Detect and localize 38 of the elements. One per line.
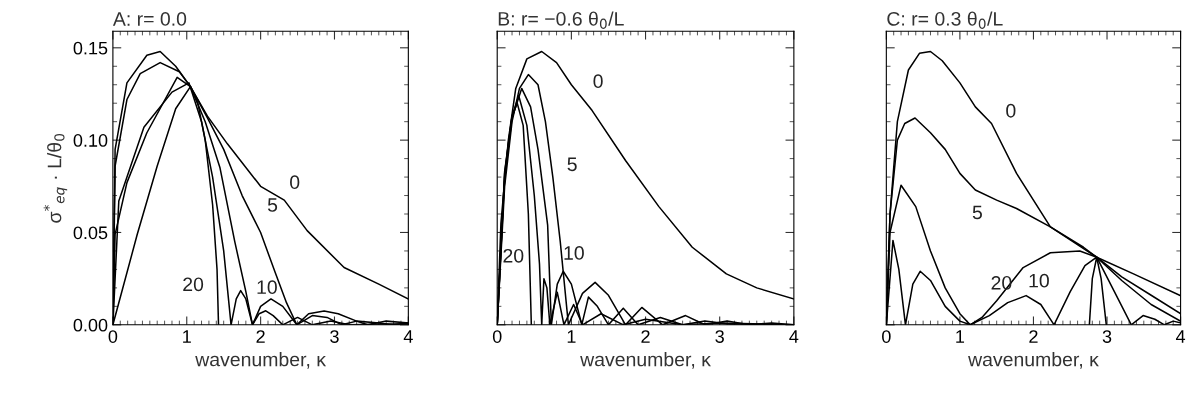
- x-tick-label: 1: [183, 330, 191, 343]
- annotation: 20: [991, 275, 1012, 290]
- chart-title: A: r= 0.0: [112, 12, 187, 26]
- y-tick-label: 0.10: [73, 134, 108, 147]
- annotation: 0: [1006, 103, 1016, 118]
- x-tick-label: 2: [641, 330, 650, 343]
- x-tick-label: 2: [256, 330, 265, 343]
- annotation: 5: [267, 198, 278, 212]
- chart-title: B: r= −0.6 θ$_{0}$/L: [498, 11, 624, 29]
- annotation: 10: [564, 246, 584, 260]
- x-axis-title: wavenumber, κ: [580, 352, 711, 369]
- y-tick-label: 0.15: [73, 41, 108, 55]
- annotation: 10: [1029, 273, 1049, 288]
- x-axis-title: wavenumber, κ: [968, 352, 1099, 369]
- x-axis-title: wavenumber, κ: [195, 352, 327, 369]
- x-tick-label: 4: [403, 330, 413, 343]
- annotation: 20: [503, 248, 524, 263]
- x-tick-label: 0: [492, 330, 502, 343]
- x-tick-label: 2: [1029, 330, 1038, 343]
- x-tick-label: 0: [882, 330, 891, 343]
- x-tick-label: 3: [330, 330, 339, 343]
- chart-title: C: r= 0.3 θ$_{0}$/L: [887, 11, 1003, 29]
- annotation: 5: [567, 157, 577, 172]
- x-tick-label: 4: [789, 330, 799, 343]
- annotation: 5: [972, 205, 982, 220]
- annotation: 0: [593, 74, 603, 89]
- y-tick-label: 0.05: [73, 226, 108, 240]
- y-tick-label: 0.00: [73, 318, 108, 332]
- x-tick-label: 1: [567, 330, 576, 343]
- x-tick-label: 1: [956, 330, 965, 343]
- y-axis-title: σ$^{*}$$_{eq}$ · L/θ$_{0}$: [43, 133, 68, 223]
- x-tick-label: 0: [108, 330, 118, 343]
- annotation: 0: [290, 175, 300, 190]
- x-tick-label: 3: [1102, 330, 1112, 343]
- x-tick-label: 3: [715, 330, 724, 343]
- x-tick-label: 4: [1175, 330, 1186, 343]
- annotation: 20: [183, 277, 204, 292]
- annotation: 10: [257, 280, 277, 295]
